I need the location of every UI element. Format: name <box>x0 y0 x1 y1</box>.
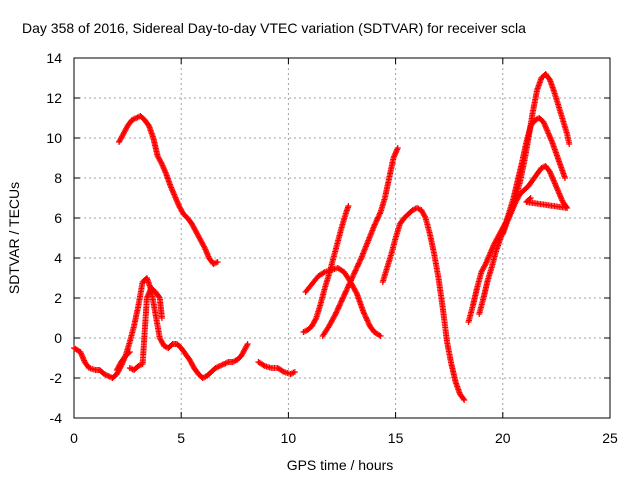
plus-marker-trace <box>319 145 401 339</box>
plus-marker-trace <box>255 359 298 377</box>
y-axis-ticks: -4 -2 0 2 4 6 8 10 12 14 <box>46 50 610 426</box>
y-tick-label: 6 <box>54 210 62 226</box>
plus-marker-trace <box>116 113 221 267</box>
plus-marker-trace <box>300 203 352 335</box>
data-series <box>71 71 573 403</box>
x-tick-label: 20 <box>495 430 511 446</box>
chart-title: Day 358 of 2016, Sidereal Day-to-day VTE… <box>22 20 526 36</box>
plus-marker-trace <box>126 285 165 373</box>
plus-marker-trace <box>499 163 571 237</box>
x-tick-label: 25 <box>602 430 618 446</box>
x-tick-label: 15 <box>388 430 404 446</box>
plus-marker-trace <box>113 275 251 381</box>
x-tick-label: 0 <box>70 430 78 446</box>
y-tick-label: 4 <box>54 250 62 266</box>
y-tick-label: 2 <box>54 290 62 306</box>
series-arc6 <box>300 203 352 335</box>
plot-border <box>73 57 611 419</box>
series-arc1 <box>71 345 133 381</box>
grid-lines <box>74 58 610 418</box>
series-arc3 <box>113 275 251 381</box>
y-tick-label: -4 <box>50 410 63 426</box>
plus-marker-trace <box>379 205 468 403</box>
y-tick-label: 0 <box>54 330 62 346</box>
series-arc2 <box>116 113 221 267</box>
series-arc11 <box>476 115 568 317</box>
y-tick-label: -2 <box>50 370 63 386</box>
series-arc8 <box>319 145 401 339</box>
x-axis-label: GPS time / hours <box>287 457 394 473</box>
plot-frame <box>73 57 611 419</box>
plus-marker-trace <box>71 345 133 381</box>
plus-marker-trace <box>476 115 568 317</box>
y-axis-label: SDTVAR / TECUs <box>6 182 22 294</box>
x-tick-label: 5 <box>177 430 185 446</box>
series-arc5 <box>255 359 298 377</box>
y-tick-label: 14 <box>46 50 62 66</box>
series-arc9 <box>379 205 468 403</box>
y-tick-label: 10 <box>46 130 62 146</box>
y-tick-label: 8 <box>54 170 62 186</box>
x-tick-label: 10 <box>281 430 297 446</box>
y-tick-label: 12 <box>46 90 62 106</box>
x-axis-ticks: 0 5 10 15 20 25 <box>70 58 618 446</box>
series-arc12 <box>499 163 571 237</box>
series-arc4 <box>126 285 165 373</box>
